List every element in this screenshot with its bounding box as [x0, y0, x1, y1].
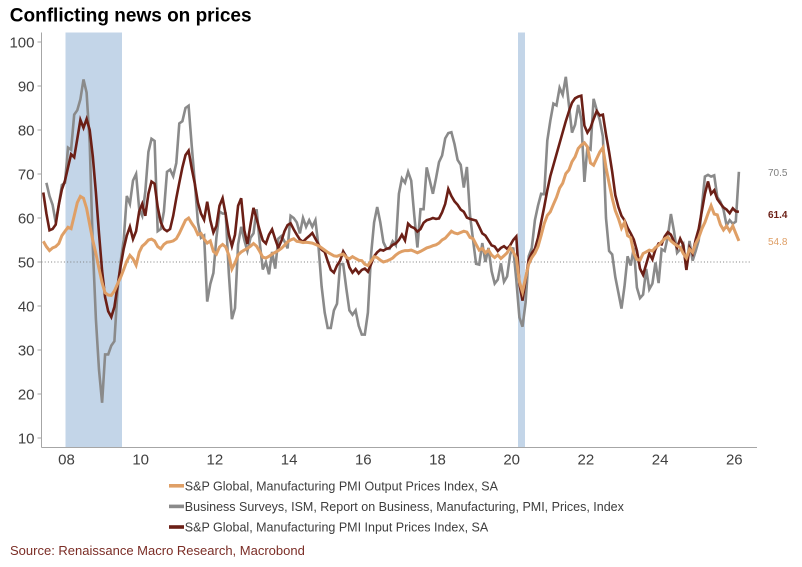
svg-text:20: 20: [503, 452, 520, 469]
svg-text:60: 60: [18, 210, 35, 227]
svg-text:08: 08: [58, 452, 75, 469]
svg-text:22: 22: [578, 452, 595, 469]
svg-text:50: 50: [18, 254, 35, 271]
svg-text:20: 20: [18, 386, 35, 403]
svg-text:40: 40: [18, 298, 35, 315]
svg-text:14: 14: [281, 452, 298, 469]
svg-text:54.8: 54.8: [768, 237, 788, 248]
svg-text:12: 12: [207, 452, 224, 469]
svg-text:10: 10: [18, 430, 35, 447]
svg-text:90: 90: [18, 78, 35, 95]
svg-text:24: 24: [652, 452, 669, 469]
svg-text:80: 80: [18, 122, 35, 139]
svg-text:61.4: 61.4: [768, 210, 788, 221]
svg-text:70: 70: [18, 166, 35, 183]
svg-text:16: 16: [355, 452, 372, 469]
svg-text:100: 100: [9, 34, 34, 51]
svg-text:Business Surveys, ISM, Report: Business Surveys, ISM, Report on Busines…: [185, 500, 625, 514]
svg-text:70.5: 70.5: [768, 168, 788, 179]
svg-text:S&P Global, Manufacturing PMI: S&P Global, Manufacturing PMI Output Pri…: [185, 479, 499, 493]
svg-text:10: 10: [132, 452, 149, 469]
svg-text:18: 18: [429, 452, 446, 469]
svg-text:S&P Global, Manufacturing PMI: S&P Global, Manufacturing PMI Input Pric…: [185, 521, 489, 535]
svg-text:Source: Renaissance Macro Rese: Source: Renaissance Macro Research, Macr…: [10, 543, 305, 558]
svg-text:30: 30: [18, 342, 35, 359]
svg-text:26: 26: [726, 452, 743, 469]
svg-text:Conflicting news on prices: Conflicting news on prices: [10, 5, 252, 26]
